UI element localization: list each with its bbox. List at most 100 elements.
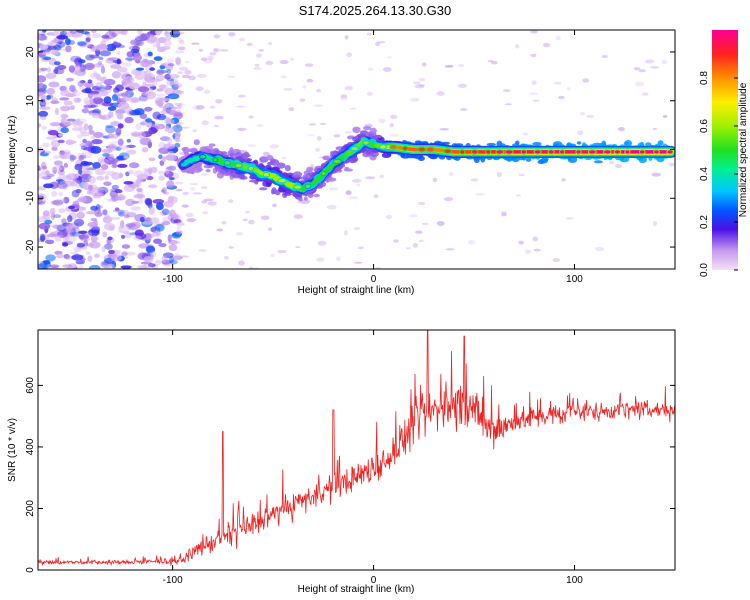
y-tick-label: 0	[25, 146, 36, 152]
noise-speck	[237, 127, 247, 131]
noise-speck	[88, 124, 93, 132]
noise-speck	[118, 225, 125, 229]
noise-speck	[353, 227, 361, 230]
noise-speck	[104, 243, 113, 250]
noise-speck	[267, 227, 273, 232]
noise-speck	[209, 52, 217, 56]
noise-speck	[53, 44, 62, 51]
noise-speck	[176, 121, 184, 126]
noise-speck	[103, 96, 112, 104]
ridge-segment	[311, 180, 317, 187]
noise-speck	[410, 97, 420, 102]
noise-speck	[175, 90, 185, 95]
noise-speck	[57, 169, 65, 176]
colorbar-ticks: 0.0 0.2 0.4 0.6 0.8	[699, 71, 738, 277]
noise-speck	[247, 144, 257, 147]
noise-speck	[103, 223, 116, 231]
ridge-halo	[269, 159, 280, 166]
noise-speck	[123, 155, 129, 159]
noise-speck	[168, 244, 178, 252]
y-tick-label: 200	[25, 500, 36, 517]
noise-speck	[524, 249, 532, 254]
noise-speck	[89, 241, 101, 249]
noise-speck	[90, 104, 96, 108]
noise-speck	[516, 194, 521, 197]
noise-speck	[137, 86, 150, 93]
noise-speck	[166, 79, 177, 86]
colorbar-tick-label: 0.2	[699, 215, 710, 229]
noise-speck	[59, 85, 67, 92]
noise-speck	[175, 230, 183, 235]
noise-speck	[170, 258, 176, 265]
noise-speck	[65, 77, 75, 82]
noise-speck	[45, 95, 51, 100]
noise-speck	[90, 135, 96, 140]
ridge-knot	[293, 184, 303, 190]
noise-speck	[54, 66, 59, 74]
noise-speck	[174, 80, 179, 86]
ridge-halo	[363, 126, 372, 131]
noise-speck	[108, 249, 115, 254]
noise-speck	[47, 265, 59, 269]
noise-speck	[158, 36, 167, 44]
noise-speck	[41, 126, 47, 130]
noise-speck	[48, 81, 60, 88]
y-tick-label: 600	[25, 377, 36, 394]
noise-speck	[41, 199, 47, 204]
noise-speck	[103, 78, 116, 86]
noise-speck	[53, 214, 62, 219]
noise-speck	[111, 71, 121, 79]
noise-speck	[161, 208, 170, 216]
noise-speck	[134, 73, 145, 80]
noise-speck	[39, 44, 49, 50]
noise-speck	[87, 104, 98, 108]
noise-speck	[192, 105, 201, 111]
noise-speck	[201, 186, 208, 189]
noise-speck	[161, 259, 172, 265]
noise-speck	[379, 174, 385, 179]
noise-speck	[227, 75, 236, 78]
y-tick-label: 20	[25, 46, 36, 58]
noise-speck	[93, 132, 104, 138]
noise-speck	[389, 114, 398, 119]
noise-speck	[178, 112, 186, 115]
noise-speck	[503, 89, 511, 93]
noise-speck	[75, 188, 82, 194]
noise-speck	[38, 82, 45, 90]
noise-speck	[59, 97, 70, 101]
noise-speck	[89, 54, 100, 59]
noise-speck	[108, 111, 114, 118]
noise-speck	[389, 133, 399, 137]
noise-speck	[53, 160, 63, 166]
noise-speck	[69, 30, 77, 34]
noise-speck	[49, 122, 62, 127]
ridge-knot	[613, 149, 622, 155]
noise-speck	[118, 145, 130, 151]
noise-speck	[133, 194, 146, 199]
noise-speck	[181, 204, 189, 208]
noise-speck	[114, 207, 120, 211]
noise-speck	[78, 265, 84, 269]
noise-speck	[566, 87, 571, 91]
noise-speck	[101, 34, 110, 39]
noise-speck	[555, 36, 561, 41]
noise-speck	[39, 233, 46, 242]
noise-speck	[79, 162, 91, 168]
noise-speck	[444, 197, 454, 202]
noise-speck	[356, 183, 361, 187]
noise-speck	[269, 144, 280, 149]
noise-speck	[260, 215, 270, 221]
ridge-halo	[601, 140, 607, 147]
noise-speck	[111, 184, 120, 190]
noise-speck	[198, 48, 203, 52]
ridge-halo	[515, 140, 520, 145]
noise-speck	[83, 182, 90, 191]
noise-speck	[107, 133, 114, 139]
y-tick-label: -20	[25, 239, 36, 254]
noise-speck	[280, 75, 287, 79]
ridge-halo	[205, 168, 211, 173]
noise-speck	[70, 55, 82, 63]
noise-speck	[57, 208, 66, 214]
noise-speck	[38, 110, 49, 118]
